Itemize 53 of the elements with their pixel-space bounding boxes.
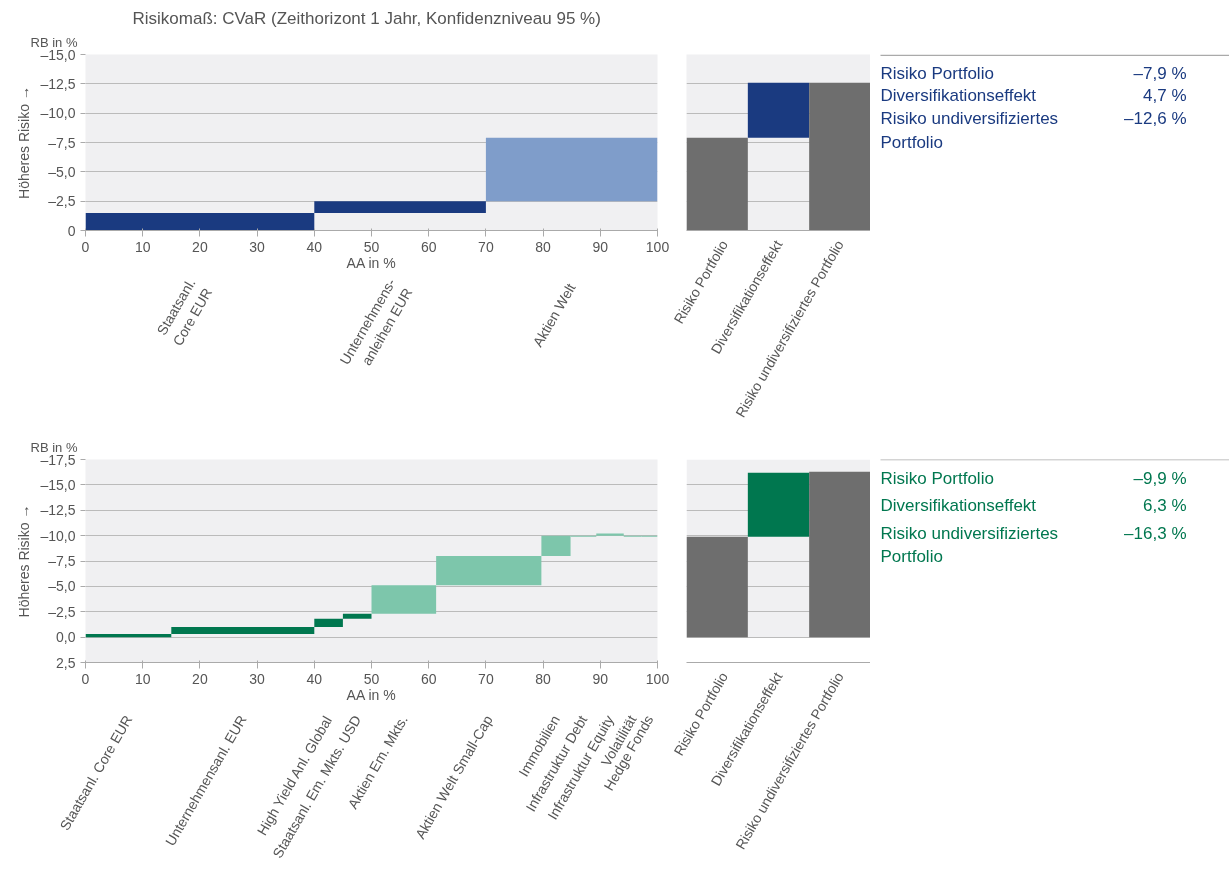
x-tick-label: 60 xyxy=(420,238,437,255)
x-tick-label: 100 xyxy=(645,670,670,687)
x-tick-label: 70 xyxy=(478,670,494,687)
x-tick-label: 40 xyxy=(306,238,323,255)
x-tick-label: 20 xyxy=(192,238,208,255)
x-tick-label: 30 xyxy=(249,670,266,687)
text: –16,3 % xyxy=(1124,523,1187,543)
text: Risiko undiversifiziertes Portfolio xyxy=(880,523,1059,567)
text: Risiko Portfolio xyxy=(880,469,994,489)
text: Diversifikationseffekt xyxy=(880,496,1037,516)
text: –12,6 % xyxy=(1124,108,1187,128)
y-tick-label: 0,0 xyxy=(56,629,76,646)
y-tick-label: –5,0 xyxy=(48,163,76,180)
x-tick-label: 0 xyxy=(81,670,90,687)
x-tick-label: 90 xyxy=(592,670,609,687)
y-tick-label: 2,5 xyxy=(56,654,76,671)
text: –9,9 % xyxy=(1133,469,1187,489)
x-axis-title: AA in % xyxy=(346,686,396,703)
x-tick-label: 90 xyxy=(592,238,609,255)
text: 4,7 % xyxy=(1143,86,1187,106)
y-tick-label: –5,0 xyxy=(48,578,76,595)
y-axis-title: Höheres Risiko → xyxy=(16,86,33,199)
y-tick-label: –15,0 xyxy=(40,476,76,493)
y-tick-label: –10,0 xyxy=(40,105,76,122)
x-tick-label: 60 xyxy=(420,670,437,687)
text: –7,9 % xyxy=(1133,63,1187,83)
y-tick-label: –12,5 xyxy=(40,75,76,92)
x-tick-label: 100 xyxy=(645,238,670,255)
y-tick-label: –2,5 xyxy=(48,603,76,620)
x-tick-label: 70 xyxy=(478,238,494,255)
x-tick-label: 30 xyxy=(249,238,266,255)
x-tick-label: 20 xyxy=(192,670,208,687)
x-tick-label: 80 xyxy=(535,670,552,687)
y-tick-label: –12,5 xyxy=(40,502,76,519)
y-tick-label: –2,5 xyxy=(48,193,76,210)
text: Risiko Portfolio xyxy=(880,63,994,83)
x-tick-label: 40 xyxy=(306,670,323,687)
text: 6,3 % xyxy=(1143,496,1187,516)
y-axis-title: Höheres Risiko → xyxy=(16,504,33,618)
x-tick-label: 50 xyxy=(363,670,380,687)
x-axis-title: AA in % xyxy=(346,254,396,271)
y-tick-label: –7,5 xyxy=(48,134,76,151)
chart-title: Risikomaß: CVaR (Zeithorizont 1 Jahr, Konfidenzniveau 95 %) xyxy=(132,8,601,28)
x-tick-label: 80 xyxy=(535,238,552,255)
x-tick-label: 0 xyxy=(81,238,90,255)
y-tick-label: –7,5 xyxy=(48,553,76,569)
text: Risiko undiversifiziertes Portfolio xyxy=(880,108,1059,152)
text: Diversifikationseffekt xyxy=(880,86,1037,106)
y-tick-label: –10,0 xyxy=(40,527,76,544)
x-tick-label: 10 xyxy=(134,670,151,687)
x-tick-label: 10 xyxy=(134,238,151,255)
y-tick-label: 0 xyxy=(67,222,76,239)
x-tick-label: 50 xyxy=(363,238,380,255)
